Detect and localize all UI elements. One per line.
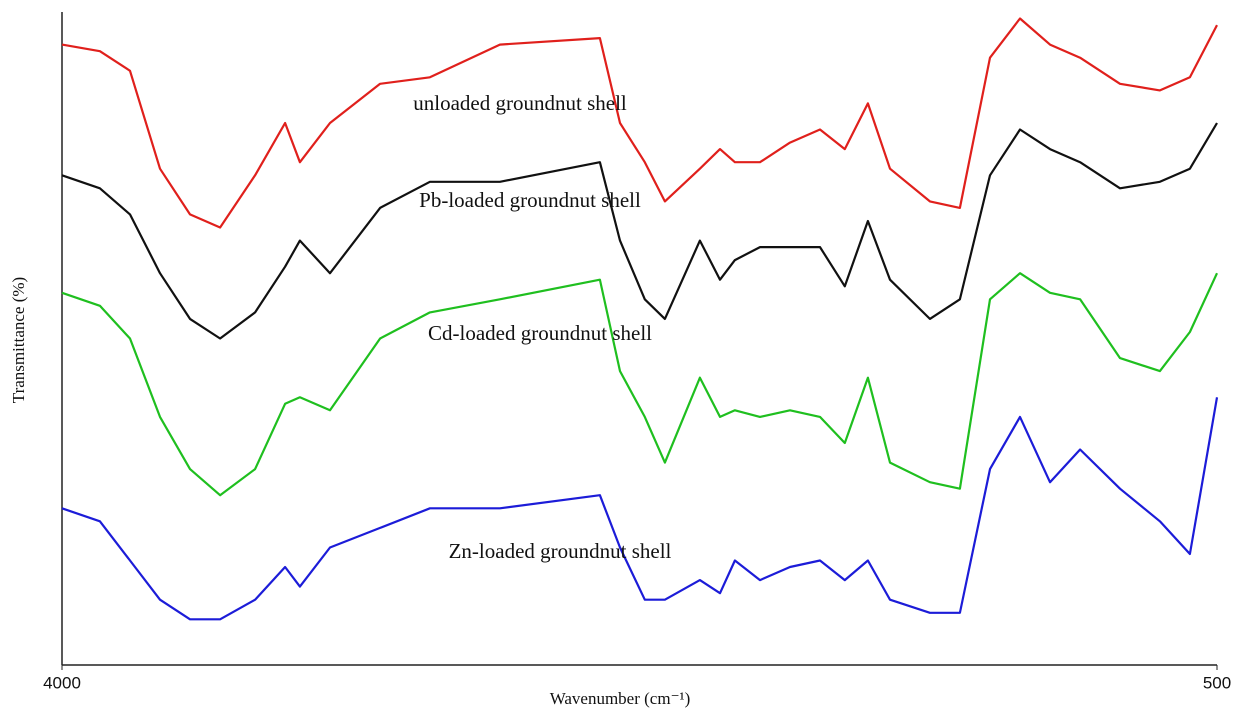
curve-label: Pb-loaded groundnut shell <box>419 188 641 212</box>
x-tick-label: 500 <box>1203 673 1231 692</box>
spectrum-line <box>61 17 1218 229</box>
spectrum-line <box>61 397 1219 621</box>
y-axis-label: Transmittance (%) <box>9 277 28 403</box>
curve-label: Zn-loaded groundnut shell <box>449 539 672 563</box>
x-tick-label: 4000 <box>43 673 81 692</box>
curve-label: unloaded groundnut shell <box>413 91 627 115</box>
spectrum-line <box>61 122 1218 340</box>
curve-label: Cd-loaded groundnut shell <box>428 321 652 345</box>
x-axis-label: Wavenumber (cm⁻¹) <box>550 689 691 708</box>
spectrum-line <box>61 272 1218 497</box>
